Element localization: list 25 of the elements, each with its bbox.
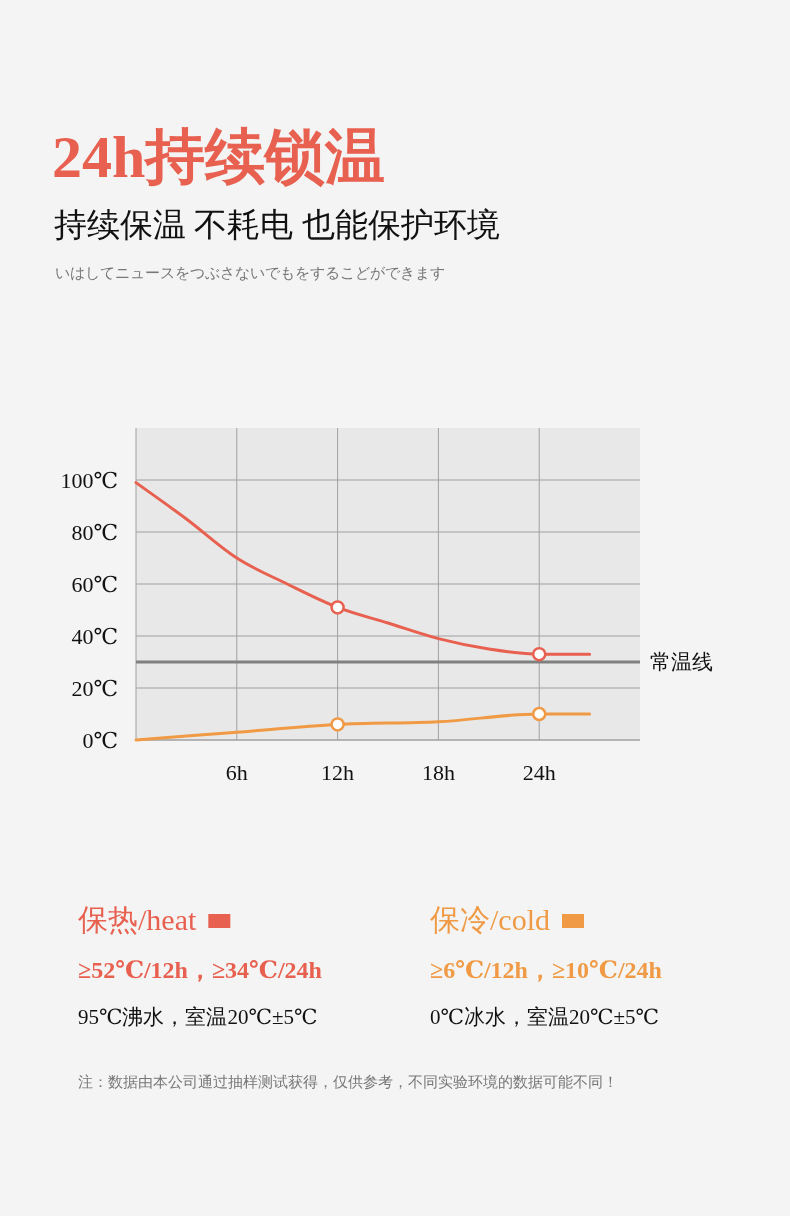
chart-title: 24h持续锁温 xyxy=(52,124,386,190)
text: ≥6℃/12h，≥10℃/24h xyxy=(430,957,662,983)
legend-label: 保热/heat xyxy=(78,903,197,936)
x-tick-label: 12h xyxy=(321,760,355,785)
text: 0℃冰水，室温20℃±5℃ xyxy=(430,1005,660,1029)
point xyxy=(330,717,345,732)
y-tick-label: 0℃ xyxy=(82,728,118,753)
x-tick-label: 24h xyxy=(522,760,556,785)
chart-subtitle: 持续保温 不耗电 也能保护环境 xyxy=(54,207,500,243)
text: ≥52℃/12h，≥34℃/24h xyxy=(78,957,322,983)
legend-label: 保冷/cold xyxy=(430,903,550,936)
x-tick-label: 6h xyxy=(225,760,248,785)
y-tick-label: 40℃ xyxy=(71,624,118,649)
point xyxy=(330,600,345,615)
text: 95℃沸水，室温20℃±5℃ xyxy=(78,1005,318,1029)
text: いはしてニュースをつぶさないでもをするこどができます xyxy=(55,264,445,282)
ref-line-label: 常温线 xyxy=(650,650,713,674)
y-tick-label: 20℃ xyxy=(71,676,118,701)
text: 注：数据由本公司通过抽样测试获得，仅供参考，不同实验环境的数据可能不同！ xyxy=(78,1073,618,1091)
y-tick-label: 60℃ xyxy=(71,572,118,597)
y-tick-label: 80℃ xyxy=(71,520,118,545)
x-tick-label: 18h xyxy=(421,760,455,785)
point xyxy=(531,646,547,662)
point xyxy=(531,706,547,722)
y-tick-label: 100℃ xyxy=(60,468,118,493)
